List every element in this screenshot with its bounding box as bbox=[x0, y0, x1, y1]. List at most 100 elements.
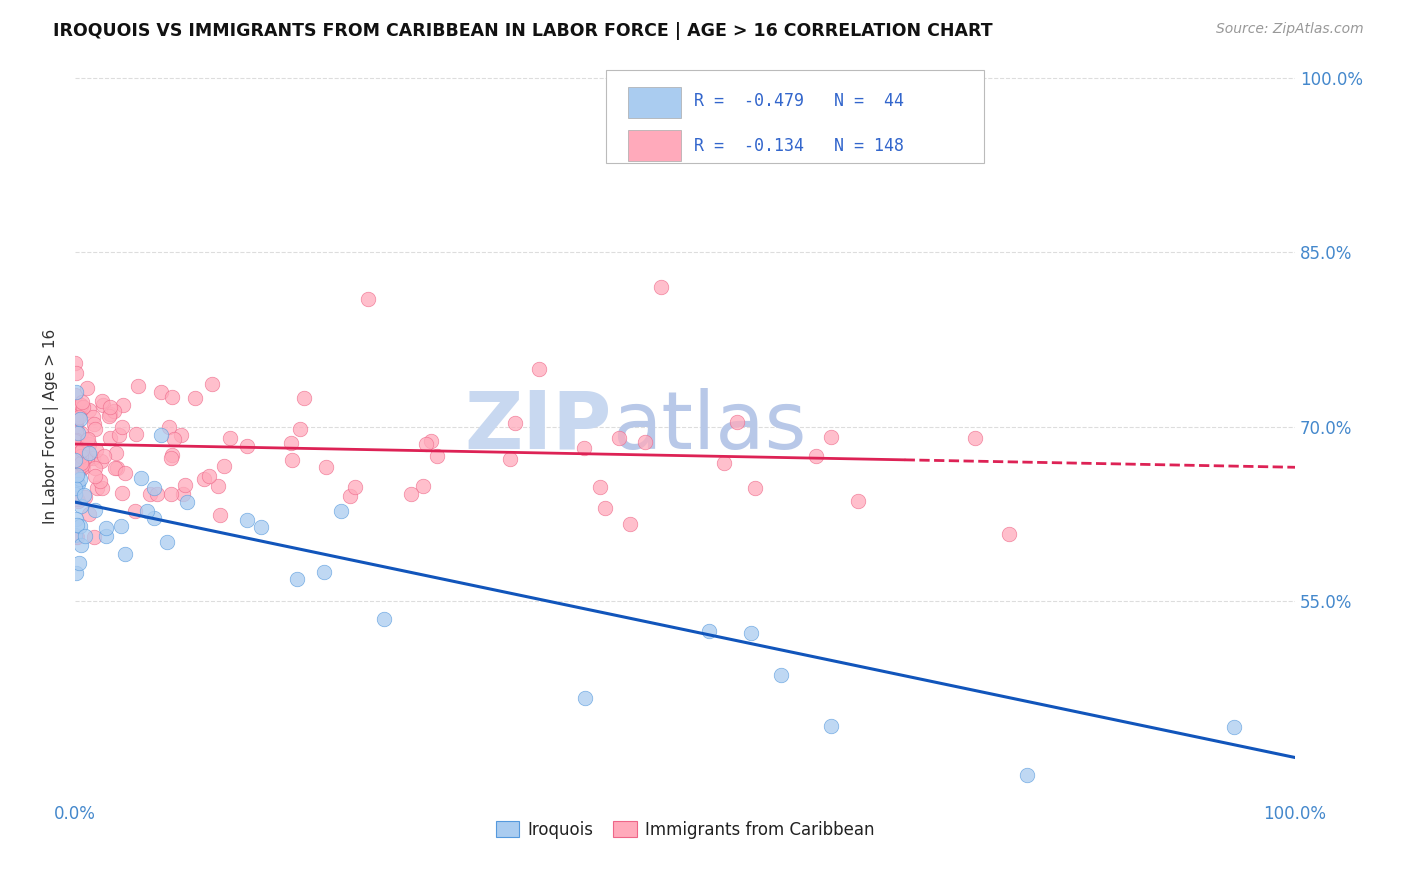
Point bbox=[63, 452, 86, 467]
Point bbox=[312, 565, 335, 579]
Point bbox=[67, 408, 90, 422]
Point bbox=[820, 718, 842, 732]
Point bbox=[159, 486, 181, 500]
Point bbox=[197, 468, 219, 483]
Point bbox=[90, 453, 112, 467]
Point bbox=[125, 426, 148, 441]
Point bbox=[67, 494, 90, 508]
Point bbox=[65, 474, 87, 488]
Point bbox=[160, 451, 183, 466]
Point bbox=[280, 435, 302, 450]
Point bbox=[69, 442, 91, 456]
Point bbox=[63, 467, 86, 481]
Point bbox=[93, 449, 115, 463]
Point bbox=[315, 459, 337, 474]
Point bbox=[744, 481, 766, 495]
Point bbox=[114, 466, 136, 480]
Point bbox=[69, 398, 91, 412]
Point bbox=[72, 401, 94, 415]
Point bbox=[820, 430, 842, 444]
Point bbox=[65, 411, 87, 425]
Point bbox=[160, 448, 183, 462]
Point bbox=[574, 691, 596, 706]
Point bbox=[201, 377, 224, 392]
Point bbox=[108, 428, 131, 442]
Point bbox=[183, 391, 205, 405]
Point bbox=[84, 442, 107, 457]
Point bbox=[65, 425, 87, 440]
Point bbox=[67, 476, 90, 491]
Point bbox=[160, 390, 183, 404]
Point bbox=[77, 432, 100, 446]
Point bbox=[63, 441, 86, 455]
Point bbox=[70, 456, 93, 470]
Point bbox=[65, 451, 87, 466]
Point bbox=[107, 461, 129, 475]
Point bbox=[89, 475, 111, 489]
Point bbox=[499, 452, 522, 467]
Point bbox=[143, 481, 166, 495]
Point bbox=[70, 458, 93, 473]
Point bbox=[63, 408, 86, 422]
Point bbox=[415, 437, 437, 451]
Point bbox=[650, 280, 672, 294]
Point bbox=[65, 487, 87, 501]
Point bbox=[607, 431, 630, 445]
Point bbox=[79, 507, 101, 521]
Point bbox=[65, 416, 87, 430]
Point bbox=[110, 518, 132, 533]
Point bbox=[63, 467, 86, 482]
Text: Source: ZipAtlas.com: Source: ZipAtlas.com bbox=[1216, 22, 1364, 37]
Point bbox=[281, 453, 304, 467]
Point bbox=[65, 385, 87, 400]
Point bbox=[70, 443, 93, 458]
Point bbox=[143, 510, 166, 524]
Point bbox=[66, 426, 89, 441]
Point bbox=[593, 500, 616, 515]
Point bbox=[94, 529, 117, 543]
FancyBboxPatch shape bbox=[627, 87, 682, 119]
Point bbox=[65, 468, 87, 483]
Point bbox=[83, 469, 105, 483]
Point bbox=[212, 458, 235, 473]
Point bbox=[83, 530, 105, 544]
Point bbox=[66, 450, 89, 465]
Point bbox=[149, 384, 172, 399]
Point bbox=[63, 421, 86, 435]
Point bbox=[83, 503, 105, 517]
Point bbox=[527, 361, 550, 376]
Point bbox=[848, 494, 870, 508]
Point bbox=[114, 547, 136, 561]
Point bbox=[127, 379, 149, 393]
Point bbox=[65, 453, 87, 467]
Point bbox=[65, 437, 87, 451]
Point bbox=[75, 450, 97, 464]
Point bbox=[740, 626, 762, 640]
Point bbox=[90, 393, 112, 408]
Point bbox=[65, 512, 87, 526]
Point bbox=[76, 433, 98, 447]
Text: IROQUOIS VS IMMIGRANTS FROM CARIBBEAN IN LABOR FORCE | AGE > 16 CORRELATION CHAR: IROQUOIS VS IMMIGRANTS FROM CARIBBEAN IN… bbox=[53, 22, 993, 40]
Point bbox=[104, 446, 127, 460]
Point bbox=[70, 539, 93, 553]
Point bbox=[83, 422, 105, 436]
Point bbox=[65, 449, 87, 463]
Point bbox=[63, 419, 86, 434]
Point bbox=[135, 504, 157, 518]
Point bbox=[65, 461, 87, 475]
Point bbox=[77, 403, 100, 417]
Point bbox=[67, 556, 90, 570]
Point bbox=[963, 431, 986, 445]
Point bbox=[65, 465, 87, 479]
Point bbox=[70, 499, 93, 513]
FancyBboxPatch shape bbox=[627, 130, 682, 161]
Point bbox=[426, 449, 449, 463]
Point bbox=[250, 520, 273, 534]
Point bbox=[65, 426, 87, 441]
Point bbox=[65, 467, 87, 482]
Point bbox=[330, 504, 353, 518]
Point bbox=[65, 388, 87, 402]
Point bbox=[72, 459, 94, 474]
Point bbox=[103, 404, 125, 418]
Point bbox=[82, 451, 104, 466]
